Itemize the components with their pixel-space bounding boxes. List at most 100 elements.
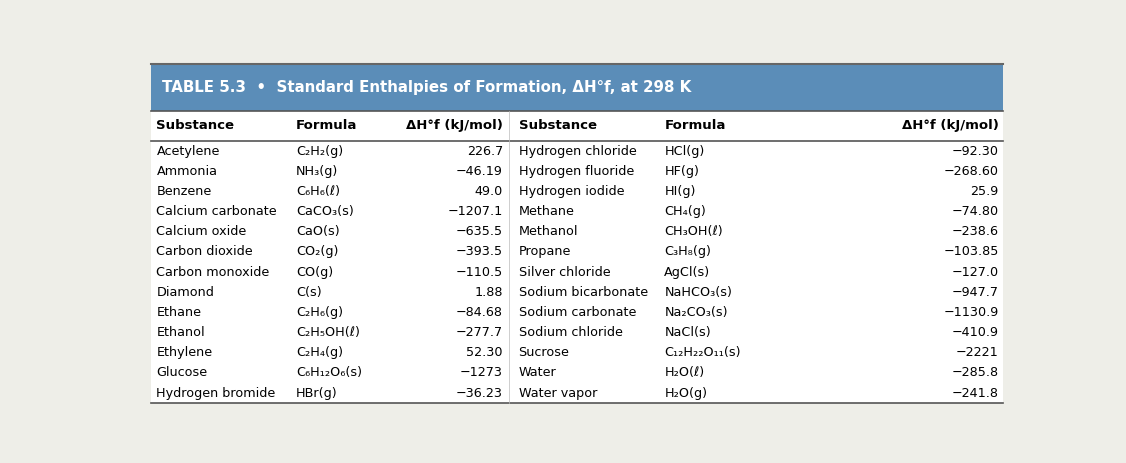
- Text: C₆H₁₂O₆(s): C₆H₁₂O₆(s): [296, 366, 363, 379]
- Bar: [151, 343, 1003, 363]
- Text: C₂H₂(g): C₂H₂(g): [296, 145, 343, 158]
- Text: Sodium bicarbonate: Sodium bicarbonate: [519, 286, 647, 299]
- Text: −1207.1: −1207.1: [448, 205, 503, 218]
- Text: CO(g): CO(g): [296, 266, 333, 279]
- Text: Substance: Substance: [519, 119, 597, 132]
- Text: Water: Water: [519, 366, 556, 379]
- Text: HCl(g): HCl(g): [664, 145, 705, 158]
- Bar: [151, 383, 1003, 403]
- Bar: [151, 141, 1003, 161]
- Text: −393.5: −393.5: [456, 245, 503, 258]
- Text: HI(g): HI(g): [664, 185, 696, 198]
- Text: HF(g): HF(g): [664, 165, 699, 178]
- Text: −46.19: −46.19: [456, 165, 503, 178]
- Text: C₂H₄(g): C₂H₄(g): [296, 346, 343, 359]
- Text: Methane: Methane: [519, 205, 574, 218]
- Text: C₂H₆(g): C₂H₆(g): [296, 306, 343, 319]
- Text: −268.60: −268.60: [944, 165, 999, 178]
- Text: −36.23: −36.23: [456, 387, 503, 400]
- Text: C₁₂H₂₂O₁₁(s): C₁₂H₂₂O₁₁(s): [664, 346, 741, 359]
- Text: Sucrose: Sucrose: [519, 346, 570, 359]
- Text: −238.6: −238.6: [951, 225, 999, 238]
- Text: 25.9: 25.9: [971, 185, 999, 198]
- Text: Hydrogen chloride: Hydrogen chloride: [519, 145, 636, 158]
- Text: C₂H₅OH(ℓ): C₂H₅OH(ℓ): [296, 326, 360, 339]
- Text: Calcium carbonate: Calcium carbonate: [157, 205, 277, 218]
- Text: H₂O(ℓ): H₂O(ℓ): [664, 366, 705, 379]
- Text: Formula: Formula: [296, 119, 357, 132]
- Text: ΔH°f (kJ/mol): ΔH°f (kJ/mol): [406, 119, 503, 132]
- Text: Silver chloride: Silver chloride: [519, 266, 610, 279]
- Text: NaHCO₃(s): NaHCO₃(s): [664, 286, 732, 299]
- Text: −635.5: −635.5: [456, 225, 503, 238]
- Text: Carbon monoxide: Carbon monoxide: [157, 266, 270, 279]
- Text: Ethane: Ethane: [157, 306, 202, 319]
- Text: CaCO₃(s): CaCO₃(s): [296, 205, 354, 218]
- Text: −285.8: −285.8: [951, 366, 999, 379]
- Text: Hydrogen iodide: Hydrogen iodide: [519, 185, 624, 198]
- Text: Hydrogen bromide: Hydrogen bromide: [157, 387, 276, 400]
- Text: −74.80: −74.80: [951, 205, 999, 218]
- Text: −92.30: −92.30: [951, 145, 999, 158]
- Text: −103.85: −103.85: [944, 245, 999, 258]
- Bar: [151, 323, 1003, 343]
- Text: CH₃OH(ℓ): CH₃OH(ℓ): [664, 225, 723, 238]
- Text: −410.9: −410.9: [951, 326, 999, 339]
- Bar: [151, 222, 1003, 242]
- Text: Sodium chloride: Sodium chloride: [519, 326, 623, 339]
- Text: Carbon dioxide: Carbon dioxide: [157, 245, 253, 258]
- Text: −947.7: −947.7: [951, 286, 999, 299]
- Text: NaCl(s): NaCl(s): [664, 326, 711, 339]
- Text: Acetylene: Acetylene: [157, 145, 220, 158]
- Text: TABLE 5.3  •  Standard Enthalpies of Formation, ΔH°f, at 298 K: TABLE 5.3 • Standard Enthalpies of Forma…: [162, 80, 691, 95]
- Bar: [151, 262, 1003, 282]
- Text: −2221: −2221: [956, 346, 999, 359]
- Text: 1.88: 1.88: [474, 286, 503, 299]
- Text: Na₂CO₃(s): Na₂CO₃(s): [664, 306, 727, 319]
- Text: 52.30: 52.30: [466, 346, 503, 359]
- Text: −110.5: −110.5: [456, 266, 503, 279]
- Text: −127.0: −127.0: [951, 266, 999, 279]
- Text: CaO(s): CaO(s): [296, 225, 340, 238]
- Text: CH₄(g): CH₄(g): [664, 205, 706, 218]
- Text: Formula: Formula: [664, 119, 726, 132]
- Text: C₃H₈(g): C₃H₈(g): [664, 245, 712, 258]
- Text: Ethanol: Ethanol: [157, 326, 205, 339]
- Text: 226.7: 226.7: [466, 145, 503, 158]
- Text: Propane: Propane: [519, 245, 571, 258]
- Text: Hydrogen fluoride: Hydrogen fluoride: [519, 165, 634, 178]
- Text: HBr(g): HBr(g): [296, 387, 338, 400]
- Bar: [151, 282, 1003, 302]
- Text: Sodium carbonate: Sodium carbonate: [519, 306, 636, 319]
- Text: Calcium oxide: Calcium oxide: [157, 225, 247, 238]
- Text: Diamond: Diamond: [157, 286, 214, 299]
- Text: −277.7: −277.7: [456, 326, 503, 339]
- Bar: [151, 201, 1003, 222]
- Bar: [151, 363, 1003, 383]
- Text: −241.8: −241.8: [951, 387, 999, 400]
- Bar: [151, 242, 1003, 262]
- Text: Substance: Substance: [157, 119, 234, 132]
- Bar: [151, 181, 1003, 201]
- Text: CO₂(g): CO₂(g): [296, 245, 339, 258]
- Text: −1130.9: −1130.9: [944, 306, 999, 319]
- Text: −84.68: −84.68: [456, 306, 503, 319]
- Text: C₆H₆(ℓ): C₆H₆(ℓ): [296, 185, 340, 198]
- Text: Ammonia: Ammonia: [157, 165, 217, 178]
- Text: AgCl(s): AgCl(s): [664, 266, 711, 279]
- Bar: [151, 111, 1003, 141]
- Text: −1273: −1273: [459, 366, 503, 379]
- Text: 49.0: 49.0: [475, 185, 503, 198]
- Bar: [151, 302, 1003, 323]
- Text: Benzene: Benzene: [157, 185, 212, 198]
- Text: H₂O(g): H₂O(g): [664, 387, 707, 400]
- Bar: [151, 64, 1003, 111]
- Text: Glucose: Glucose: [157, 366, 207, 379]
- Text: ΔH°f (kJ/mol): ΔH°f (kJ/mol): [902, 119, 999, 132]
- Text: Ethylene: Ethylene: [157, 346, 213, 359]
- Text: NH₃(g): NH₃(g): [296, 165, 338, 178]
- Bar: [151, 161, 1003, 181]
- Text: Water vapor: Water vapor: [519, 387, 597, 400]
- Text: C(s): C(s): [296, 286, 322, 299]
- Text: Methanol: Methanol: [519, 225, 578, 238]
